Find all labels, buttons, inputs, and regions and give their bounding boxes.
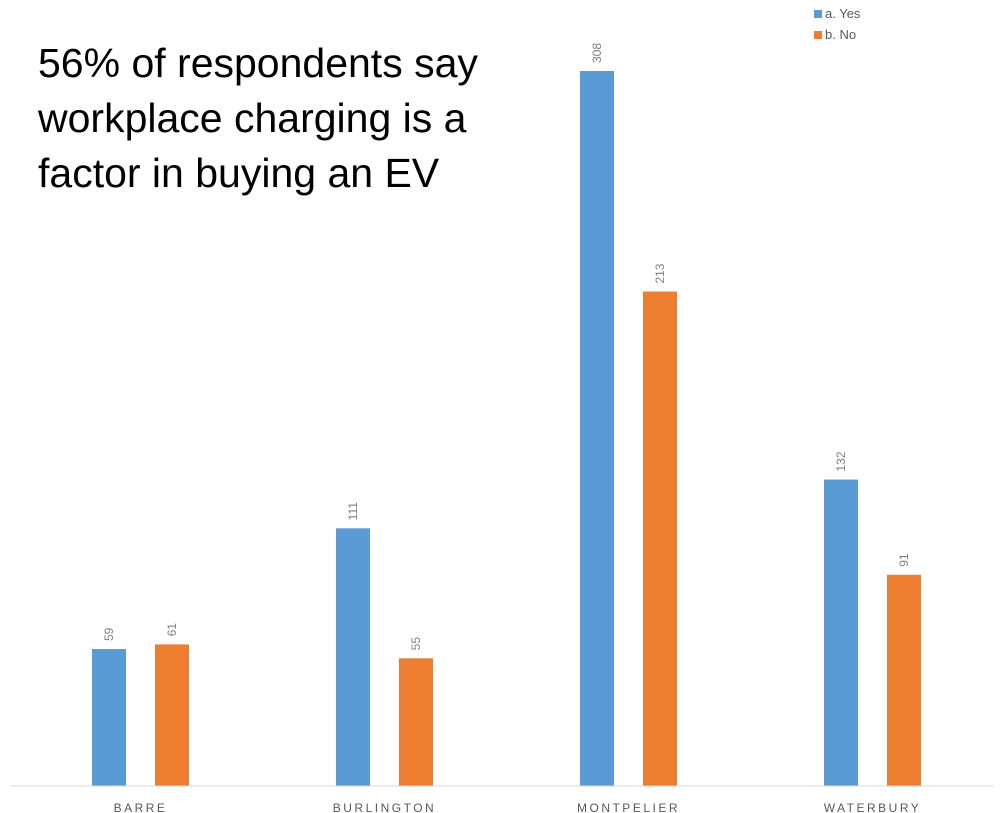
data-label-montpelier-no: 213 bbox=[653, 263, 667, 283]
chart-title: 56% of respondents say workplace chargin… bbox=[38, 40, 478, 196]
legend-label-yes: a. Yes bbox=[825, 6, 861, 21]
x-tick-label-burlington: BURLINGTON bbox=[333, 801, 436, 813]
legend: a. Yes b. No bbox=[814, 3, 860, 45]
bar-montpelier-no bbox=[643, 291, 677, 786]
legend-swatch-yes bbox=[814, 9, 822, 18]
legend-item-no: b. No bbox=[814, 24, 860, 45]
x-tick-label-barre: BARRE bbox=[114, 801, 168, 813]
bar-waterbury-yes bbox=[824, 479, 858, 786]
data-label-waterbury-yes: 132 bbox=[834, 451, 848, 471]
legend-label-no: b. No bbox=[825, 27, 857, 42]
data-label-burlington-no: 55 bbox=[409, 637, 423, 651]
data-label-burlington-yes: 111 bbox=[346, 502, 360, 521]
bar-barre-no bbox=[155, 644, 189, 786]
x-tick-label-montpelier: MONTPELIER bbox=[577, 801, 680, 813]
bar-waterbury-no bbox=[887, 574, 921, 786]
bar-montpelier-yes bbox=[580, 71, 614, 786]
bar-burlington-no bbox=[399, 658, 433, 786]
data-label-montpelier-yes: 308 bbox=[590, 43, 604, 63]
data-label-barre-yes: 59 bbox=[102, 627, 116, 641]
data-label-barre-no: 61 bbox=[165, 623, 179, 637]
data-label-waterbury-no: 91 bbox=[897, 553, 911, 567]
bar-barre-yes bbox=[92, 649, 126, 786]
bar-burlington-yes bbox=[336, 528, 370, 786]
x-tick-label-waterbury: WATERBURY bbox=[824, 801, 922, 813]
legend-swatch-no bbox=[814, 30, 822, 39]
legend-item-yes: a. Yes bbox=[814, 3, 860, 24]
